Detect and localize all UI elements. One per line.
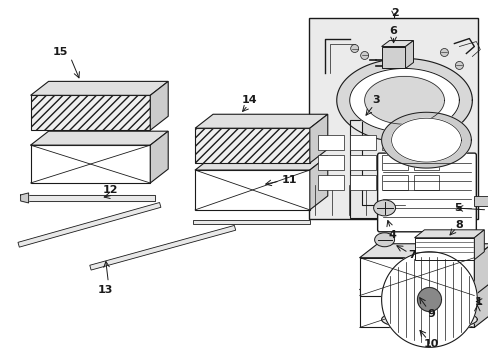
Text: 13: 13 [98, 284, 113, 294]
Polygon shape [20, 195, 155, 201]
Polygon shape [349, 120, 404, 218]
Text: 5: 5 [453, 203, 461, 213]
Polygon shape [381, 46, 405, 68]
Polygon shape [473, 230, 483, 260]
Bar [349, 155, 375, 170]
Polygon shape [381, 310, 476, 329]
Polygon shape [349, 68, 458, 132]
Bar [317, 155, 343, 170]
Polygon shape [473, 244, 488, 296]
Polygon shape [195, 170, 309, 210]
Text: 2: 2 [390, 8, 398, 18]
Polygon shape [90, 225, 235, 270]
Polygon shape [31, 81, 168, 95]
Text: 14: 14 [242, 95, 257, 105]
Circle shape [440, 49, 447, 57]
Bar [317, 135, 343, 150]
Bar [381, 155, 407, 170]
Text: 15: 15 [53, 48, 68, 58]
Text: 3: 3 [371, 95, 379, 105]
FancyBboxPatch shape [308, 18, 477, 219]
Bar [413, 155, 439, 170]
Bar [413, 175, 439, 190]
Polygon shape [20, 193, 29, 203]
Polygon shape [150, 131, 168, 183]
FancyBboxPatch shape [377, 153, 475, 232]
Polygon shape [473, 276, 488, 328]
Polygon shape [359, 276, 488, 289]
Ellipse shape [373, 200, 395, 216]
Polygon shape [309, 156, 327, 210]
Text: 4: 4 [388, 230, 396, 240]
Bar [381, 135, 407, 150]
Bar [381, 175, 407, 190]
Polygon shape [391, 118, 461, 162]
Bar [349, 135, 375, 150]
Polygon shape [195, 114, 327, 128]
Text: 8: 8 [455, 220, 462, 230]
Polygon shape [359, 244, 488, 258]
Polygon shape [359, 289, 473, 328]
Polygon shape [359, 258, 473, 296]
Polygon shape [414, 230, 483, 238]
Text: 6: 6 [389, 26, 397, 36]
Circle shape [454, 62, 463, 69]
Text: 12: 12 [102, 185, 118, 195]
Polygon shape [381, 41, 413, 46]
Polygon shape [309, 114, 327, 163]
Polygon shape [195, 128, 309, 163]
Bar [473, 196, 488, 206]
Ellipse shape [374, 233, 394, 247]
Bar [413, 135, 439, 150]
Polygon shape [150, 81, 168, 130]
Polygon shape [193, 220, 309, 224]
Polygon shape [336, 58, 471, 142]
Circle shape [350, 45, 358, 53]
Polygon shape [414, 238, 473, 260]
Text: 1: 1 [473, 297, 481, 306]
Polygon shape [381, 112, 470, 168]
Bar [317, 175, 343, 190]
Text: 10: 10 [423, 339, 438, 349]
Text: 9: 9 [427, 310, 434, 319]
Bar [349, 175, 375, 190]
Text: 7: 7 [408, 250, 416, 260]
Polygon shape [405, 41, 413, 68]
Polygon shape [31, 131, 168, 145]
Polygon shape [18, 203, 161, 247]
Polygon shape [417, 288, 441, 311]
Polygon shape [381, 252, 476, 347]
Polygon shape [31, 145, 150, 183]
Polygon shape [31, 95, 150, 130]
Circle shape [360, 51, 368, 59]
Text: 11: 11 [282, 175, 297, 185]
Polygon shape [364, 76, 444, 124]
Polygon shape [195, 156, 327, 170]
